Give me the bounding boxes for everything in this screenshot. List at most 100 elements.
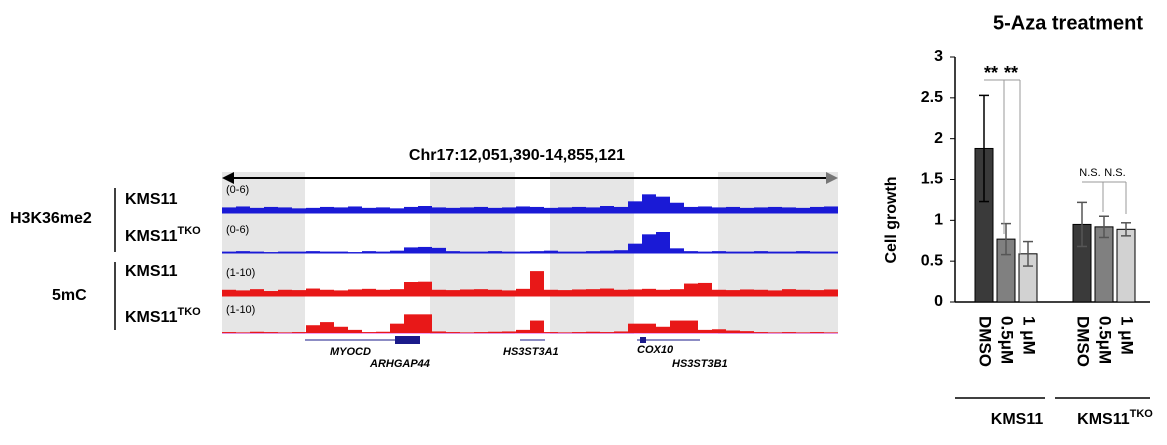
signal-bin bbox=[418, 314, 432, 333]
signal-bin bbox=[390, 289, 404, 296]
signal-bin bbox=[614, 206, 628, 213]
signal-bin bbox=[768, 290, 782, 296]
signal-bin bbox=[348, 329, 362, 333]
arrow-head-left bbox=[222, 172, 234, 184]
signal-bin bbox=[614, 289, 628, 296]
error-bar bbox=[1077, 201, 1087, 248]
track-range: (1-10) bbox=[226, 304, 255, 316]
signal-bin bbox=[698, 329, 712, 333]
signal-bin bbox=[530, 206, 544, 213]
signal-bin bbox=[796, 251, 810, 253]
group-label: KMS11 bbox=[991, 411, 1044, 428]
signal-bin bbox=[684, 320, 698, 333]
signal-bin bbox=[278, 289, 292, 296]
signal-bin bbox=[390, 323, 404, 333]
signal-bin bbox=[656, 326, 670, 333]
error-bar bbox=[1023, 240, 1033, 267]
signal-bin bbox=[488, 207, 502, 213]
signal-bin bbox=[474, 251, 488, 253]
signal-bin bbox=[222, 332, 236, 333]
signal-bin bbox=[278, 207, 292, 213]
signal-bin bbox=[768, 251, 782, 253]
signal-bin bbox=[418, 281, 432, 296]
signal-bin bbox=[754, 332, 768, 333]
signal-bin bbox=[600, 250, 614, 253]
signal-bin bbox=[628, 323, 642, 333]
signal-bin bbox=[376, 289, 390, 296]
signal-bin bbox=[292, 332, 306, 333]
signal-bin bbox=[628, 201, 642, 213]
signal-bin bbox=[796, 332, 810, 333]
group-label-base: KMS11 bbox=[1077, 411, 1130, 428]
signal-bin bbox=[544, 250, 558, 253]
signal-bin bbox=[530, 271, 544, 296]
signal-bin bbox=[698, 282, 712, 296]
signal-bin bbox=[222, 289, 236, 296]
signal-bin bbox=[572, 289, 586, 296]
signal-bin bbox=[516, 288, 530, 296]
signal-bin bbox=[684, 283, 698, 296]
signal-bin bbox=[698, 206, 712, 213]
signal-bin bbox=[362, 332, 376, 333]
signal-bin bbox=[810, 251, 824, 253]
signal-bin bbox=[544, 332, 558, 333]
y-tick-label: 3 bbox=[934, 48, 943, 65]
signal-bin bbox=[740, 251, 754, 253]
signal-bin bbox=[586, 251, 600, 253]
group-label: H3K36me2 bbox=[10, 210, 92, 227]
group-label-base: KMS11 bbox=[991, 411, 1044, 428]
x-tick-label: 0.5μM bbox=[1096, 316, 1115, 364]
signal-bin bbox=[768, 206, 782, 213]
signal-bin bbox=[376, 251, 390, 253]
y-tick-label: 0 bbox=[934, 293, 943, 310]
signal-bin bbox=[432, 331, 446, 333]
signal-bin bbox=[306, 207, 320, 213]
signal-bin bbox=[530, 320, 544, 333]
signal-bin bbox=[656, 289, 670, 296]
signal-bin bbox=[698, 251, 712, 253]
signal-bin bbox=[754, 207, 768, 213]
signal-bin bbox=[236, 251, 250, 253]
signal-bin bbox=[278, 332, 292, 333]
y-tick-label: 1.5 bbox=[921, 171, 943, 188]
signal-bin bbox=[796, 289, 810, 296]
signal-bin bbox=[558, 251, 572, 253]
signal-bin bbox=[334, 326, 348, 333]
signal-bin bbox=[810, 332, 824, 333]
signal-bin bbox=[236, 332, 250, 333]
signal-bin bbox=[264, 291, 278, 296]
signal-bin bbox=[446, 290, 460, 296]
error-bar bbox=[979, 94, 989, 203]
significance-label: ** bbox=[984, 63, 998, 83]
signal-bin bbox=[278, 251, 292, 253]
signal-bin bbox=[670, 248, 684, 253]
signal-bin bbox=[544, 289, 558, 296]
signal-bin bbox=[558, 290, 572, 296]
signal-bin bbox=[726, 206, 740, 213]
group-label: 5mC bbox=[52, 287, 87, 304]
signal-bin bbox=[418, 206, 432, 213]
exon bbox=[395, 336, 420, 344]
signal-bin bbox=[572, 332, 586, 333]
signal-bin bbox=[628, 243, 642, 253]
signal-bin bbox=[824, 332, 838, 333]
signal-bin bbox=[250, 289, 264, 296]
signal-bin bbox=[488, 331, 502, 333]
signal-bin bbox=[642, 234, 656, 253]
x-tick-label: DMSO bbox=[976, 316, 995, 367]
gene-label: COX10 bbox=[637, 344, 674, 356]
signal-bin bbox=[502, 207, 516, 213]
signal-bin bbox=[712, 207, 726, 213]
signal-bin bbox=[782, 332, 796, 333]
signal-bin bbox=[362, 251, 376, 253]
signal-bin bbox=[782, 289, 796, 296]
signal-bin bbox=[474, 332, 488, 333]
signal-bin bbox=[642, 323, 656, 333]
x-tick-label: 1 μM bbox=[1020, 316, 1039, 355]
gene-label: HS3ST3B1 bbox=[672, 358, 728, 370]
signal-bin bbox=[222, 207, 236, 213]
signal-bin bbox=[684, 206, 698, 213]
track-range: (0-6) bbox=[226, 184, 249, 196]
signal-bin bbox=[376, 207, 390, 213]
signal-bin bbox=[656, 232, 670, 253]
